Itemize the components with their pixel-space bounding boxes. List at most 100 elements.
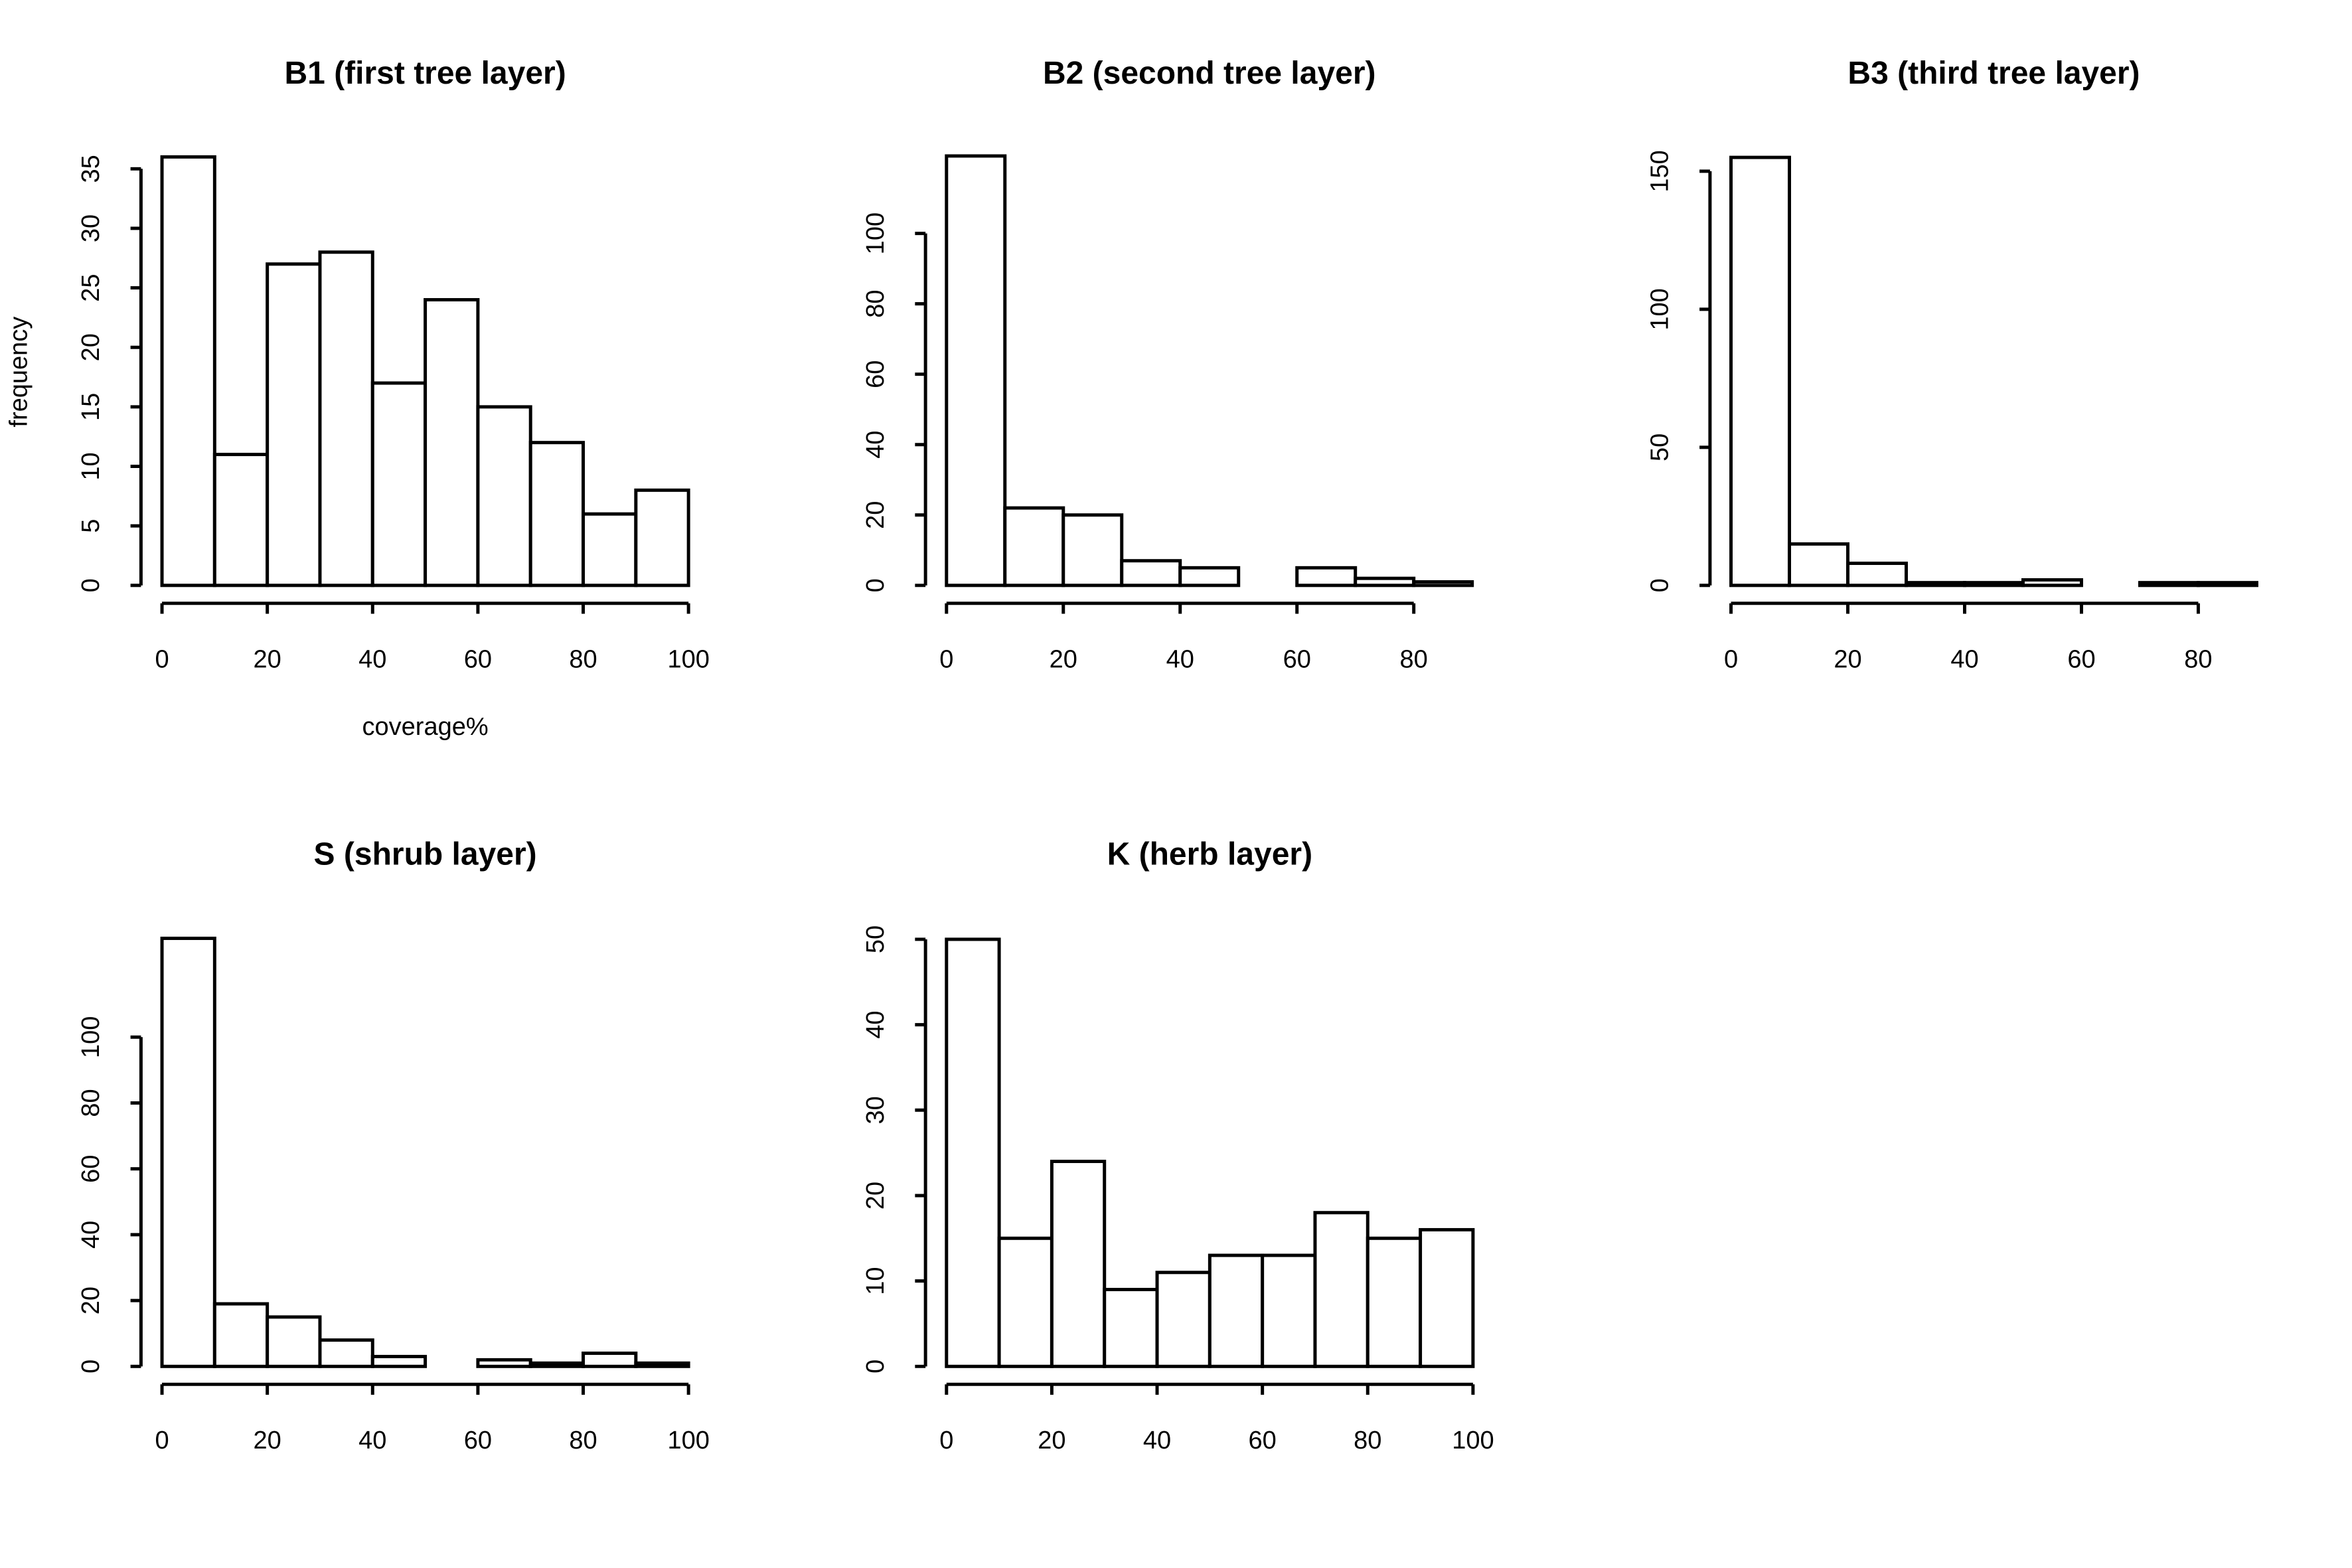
histogram-bar — [212, 1302, 270, 1368]
histogram-bar — [1178, 566, 1241, 588]
y-tick-label: 20 — [862, 1182, 890, 1210]
x-tick-label: 20 — [254, 1427, 281, 1454]
histogram-bar — [997, 1236, 1054, 1368]
histogram-bar — [582, 512, 638, 588]
x-tick-label: 60 — [1249, 1427, 1277, 1454]
y-tick-label: 50 — [862, 925, 890, 953]
histogram-bar — [1313, 1211, 1370, 1368]
x-tick-label: 20 — [1050, 646, 1077, 674]
x-tick-label: 0 — [939, 646, 953, 674]
histogram-bar — [370, 1354, 428, 1368]
histogram-bar — [1419, 1227, 1475, 1368]
histogram-bar — [634, 488, 690, 588]
x-tick-label: 80 — [569, 1427, 597, 1454]
histogram-bar — [1788, 542, 1850, 588]
histogram-bar — [945, 937, 1001, 1368]
histogram-bar — [160, 155, 216, 588]
y-tick-label: 80 — [862, 290, 890, 318]
x-tick-label: 80 — [569, 646, 597, 674]
histogram-bar — [160, 937, 216, 1368]
y-tick-label: 0 — [77, 1360, 105, 1373]
histogram-bar — [1003, 506, 1065, 588]
y-tick-label: 20 — [77, 1287, 105, 1314]
x-tick-label: 80 — [2184, 646, 2212, 674]
x-tick-label: 20 — [254, 646, 281, 674]
y-tick-label: 15 — [77, 393, 105, 421]
y-tick-label: 50 — [1646, 433, 1674, 461]
histogram-panel-3: B3 (third tree layer) 0 20 40 60 80 0 50 100 150 — [1646, 56, 2258, 674]
y-tick-label: 20 — [77, 333, 105, 361]
histogram-bar — [1846, 562, 1908, 588]
histogram-bar — [1261, 1253, 1317, 1368]
histogram-panel-4: S (shrub layer) 0 20 40 60 80 100 0 20 40 60 80 100 — [77, 836, 710, 1454]
y-tick-label: 25 — [77, 274, 105, 301]
y-tick-label: 10 — [862, 1267, 890, 1295]
x-tick-label: 80 — [1400, 646, 1428, 674]
histogram-bar — [1120, 559, 1182, 588]
histogram-bar — [476, 405, 532, 588]
histogram-bar — [1412, 580, 1474, 588]
y-tick-label: 0 — [862, 1360, 890, 1373]
histogram-bar — [634, 1361, 690, 1368]
histogram-bar — [945, 154, 1007, 588]
y-tick-label: 40 — [862, 1010, 890, 1038]
histogram-bar — [528, 1361, 586, 1368]
y-tick-label: 40 — [862, 431, 890, 459]
histogram-bar — [2196, 581, 2258, 588]
histogram-bar — [318, 1338, 374, 1368]
histogram-panel-5: K (herb layer) 0 20 40 60 80 100 0 10 20 30 40 50 — [862, 836, 1494, 1454]
histogram-bar — [528, 441, 586, 588]
x-tick-label: 100 — [667, 646, 709, 674]
histogram-bar — [266, 1315, 322, 1368]
x-tick-label: 60 — [464, 1427, 492, 1454]
histogram-bar — [266, 262, 322, 588]
x-tick-label: 60 — [464, 646, 492, 674]
y-tick-label: 100 — [1646, 288, 1674, 330]
histogram-bar — [212, 453, 270, 588]
x-tick-label: 40 — [1143, 1427, 1171, 1454]
y-tick-label: 80 — [77, 1089, 105, 1117]
histogram-bar — [318, 250, 374, 588]
x-tick-label: 100 — [667, 1427, 709, 1454]
x-tick-label: 20 — [1038, 1427, 1065, 1454]
y-tick-label: 0 — [1646, 578, 1674, 592]
x-axis-label: coverage% — [362, 713, 489, 741]
y-axis-label: frequency — [5, 317, 33, 428]
x-tick-label: 0 — [155, 1427, 169, 1454]
panel-title: S (shrub layer) — [314, 836, 537, 872]
histogram-bar — [1963, 581, 2025, 588]
x-tick-label: 40 — [358, 646, 386, 674]
histogram-bar — [1061, 513, 1124, 588]
y-tick-label: 5 — [77, 519, 105, 533]
x-tick-label: 20 — [1834, 646, 1861, 674]
panel-title: K (herb layer) — [1107, 836, 1312, 872]
histogram-bar — [2138, 581, 2200, 588]
histogram-bar — [1295, 566, 1358, 588]
y-tick-label: 150 — [1646, 150, 1674, 192]
y-tick-label: 100 — [862, 212, 890, 254]
x-tick-label: 60 — [1283, 646, 1311, 674]
histogram-panel-2: B2 (second tree layer) 0 20 40 60 80 0 20 40 60 80… — [862, 56, 1474, 674]
x-tick-label: 0 — [1724, 646, 1738, 674]
histogram-bar — [1155, 1271, 1212, 1368]
histogram-bar — [2021, 578, 2083, 588]
y-tick-label: 60 — [862, 360, 890, 388]
panel-title: B3 (third tree layer) — [1847, 56, 2140, 91]
x-tick-label: 40 — [1166, 646, 1194, 674]
histogram-bar — [370, 381, 428, 588]
y-tick-label: 40 — [77, 1221, 105, 1249]
x-tick-label: 0 — [155, 646, 169, 674]
histogram-bar — [1729, 155, 1792, 588]
histogram-bar — [1103, 1288, 1159, 1368]
x-tick-label: 40 — [358, 1427, 386, 1454]
histogram-bar — [1354, 576, 1416, 588]
x-tick-label: 60 — [2067, 646, 2095, 674]
panel-title: B1 (first tree layer) — [285, 56, 566, 91]
y-tick-label: 10 — [77, 452, 105, 480]
y-tick-label: 60 — [77, 1155, 105, 1183]
y-tick-label: 30 — [77, 214, 105, 242]
histogram-bar — [476, 1358, 532, 1368]
histogram-panel-1: B1 (first tree layer) 0 20 40 60 80 100 0 5 10 15 2… — [5, 56, 710, 741]
y-tick-label: 30 — [862, 1096, 890, 1124]
